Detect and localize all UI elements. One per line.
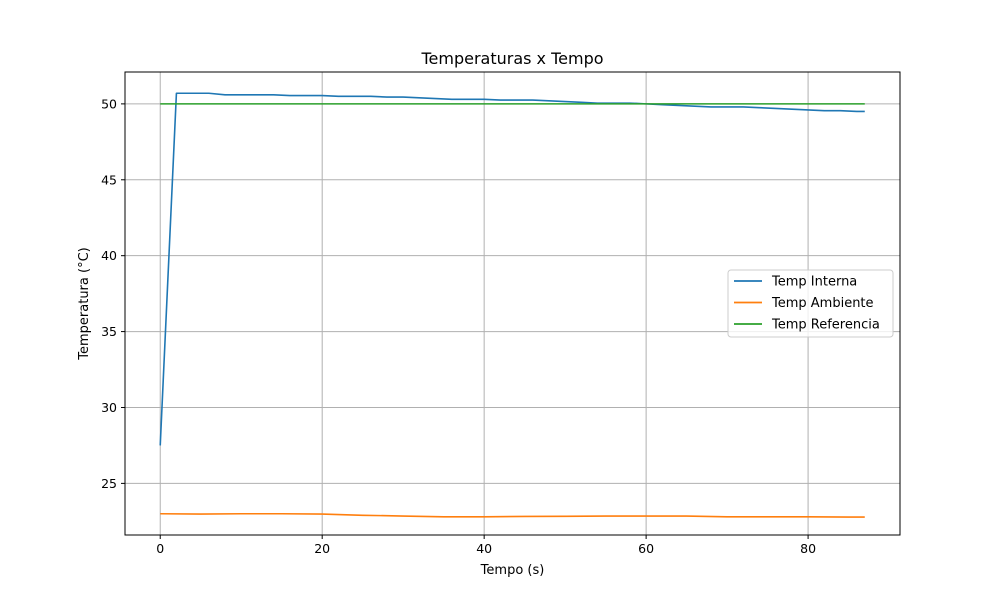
y-tick-label: 30 <box>101 400 117 415</box>
legend: Temp Interna Temp Ambiente Temp Referencia <box>727 269 894 338</box>
y-tick-label: 35 <box>101 324 117 339</box>
chart-title: Temperaturas x Tempo <box>420 49 603 68</box>
series-line-temp-ambiente <box>160 512 865 518</box>
x-tick-label: 0 <box>156 541 164 556</box>
x-tick-label: 40 <box>476 541 492 556</box>
y-tick-label: 45 <box>101 172 117 187</box>
x-axis: 0 20 40 60 80 <box>156 535 816 556</box>
legend-label-temp-interna: Temp Interna <box>771 275 857 290</box>
series-group <box>159 92 865 518</box>
x-tick-label: 20 <box>314 541 330 556</box>
legend-box <box>727 269 894 338</box>
series-line-temp-interna <box>159 92 865 446</box>
legend-label-temp-ambiente: Temp Ambiente <box>771 296 874 311</box>
legend-label-temp-referencia: Temp Referencia <box>771 318 880 333</box>
x-tick-label: 80 <box>800 541 816 556</box>
y-axis-label: Temperatura (°C) <box>77 247 92 360</box>
y-tick-label: 50 <box>101 96 117 111</box>
y-tick-label: 40 <box>101 248 117 263</box>
plot-frame <box>124 71 901 536</box>
y-axis: 25 30 35 40 45 50 <box>101 96 125 491</box>
y-tick-label: 25 <box>101 476 117 491</box>
x-tick-label: 60 <box>638 541 654 556</box>
x-axis-label: Tempo (s) <box>480 563 545 578</box>
